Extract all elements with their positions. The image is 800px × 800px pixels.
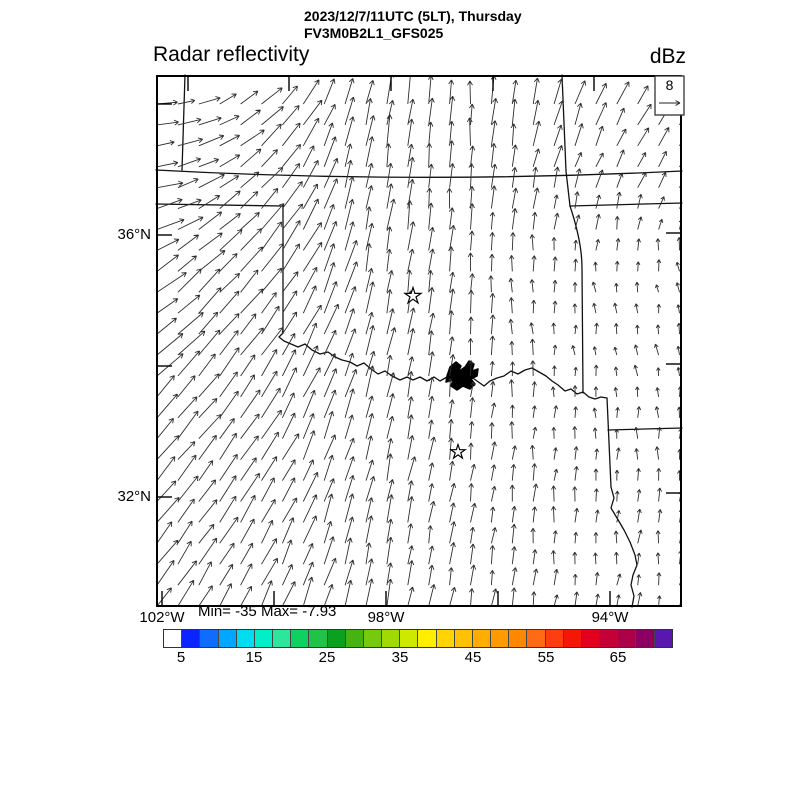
colorbar-cell (600, 630, 619, 647)
colorbar-cell (164, 630, 183, 647)
colorbar-cell (436, 630, 455, 647)
colorbar-cell (527, 630, 546, 647)
colorbar-tick-label: 65 (609, 649, 627, 666)
vector-reference-value: 8 (665, 77, 674, 93)
colorbar-cell (581, 630, 601, 647)
colorbar-tick-label: 15 (245, 649, 263, 666)
colorbar-tick-label: 45 (464, 649, 482, 666)
variable-label: Radar reflectivity (153, 43, 310, 66)
reference-arrow (659, 100, 681, 106)
title-datetime: 2023/12/7/11UTC (5LT), Thursday (304, 8, 522, 24)
star-marker (449, 442, 467, 460)
state-borders (155, 74, 683, 608)
lat-tick-label: 36°N (117, 226, 151, 243)
colorbar-tick-label: 5 (176, 649, 186, 666)
colorbar-cell (563, 630, 582, 647)
border-tx-la-river (610, 486, 638, 608)
colorbar-cell (472, 630, 492, 647)
border-mo-ar (569, 202, 683, 207)
colorbar-cell (400, 630, 419, 647)
border-ok-panhandle-south (155, 203, 284, 207)
colorbar-cell (382, 630, 401, 647)
colorbar-cell (418, 630, 437, 647)
colorbar-tick-label: 55 (537, 649, 555, 666)
wind-vector-field (157, 76, 681, 606)
lake-texoma-blob (445, 360, 479, 391)
border-tx-ar (606, 397, 612, 488)
border-ok-ar (569, 205, 584, 394)
colorbar-cell (363, 630, 383, 647)
colorbar-tick-label: 35 (391, 649, 409, 666)
colorbar-cell (491, 630, 510, 647)
units-label: dBz (649, 45, 686, 68)
lat-tick-label: 32°N (117, 488, 151, 505)
colorbar-cell (654, 630, 672, 647)
lon-tick-label: 102°W (139, 609, 185, 626)
colorbar-cell (200, 630, 219, 647)
colorbar-cell (509, 630, 528, 647)
colorbar-cell (236, 630, 255, 647)
axis-ticks (158, 77, 680, 605)
colorbar-cell (254, 630, 274, 647)
colorbar-tick-label: 25 (318, 649, 336, 666)
title-model: FV3M0B2L1_GFS025 (304, 25, 444, 41)
lon-tick-label: 94°W (591, 609, 629, 626)
border-102W-co-ks (181, 74, 186, 171)
colorbar-cell (618, 630, 637, 647)
colorbar (163, 629, 673, 648)
map-frame (156, 75, 682, 607)
border-ks-mo (561, 74, 571, 207)
minmax-stats: Min= -35 Max= -7.93 (198, 603, 337, 620)
red-river (278, 332, 608, 400)
colorbar-cell (309, 630, 328, 647)
colorbar-cell (273, 630, 292, 647)
colorbar-cell (345, 630, 364, 647)
colorbar-cell (182, 630, 201, 647)
vector-reference-box (654, 75, 685, 116)
colorbar-cell (218, 630, 237, 647)
colorbar-cell (545, 630, 564, 647)
colorbar-cell (454, 630, 473, 647)
colorbar-cell (291, 630, 310, 647)
colorbar-cell (636, 630, 655, 647)
border-37N (155, 169, 683, 178)
reference-box-frame (654, 75, 685, 116)
lon-tick-label: 98°W (367, 609, 405, 626)
star-marker (403, 285, 423, 305)
border-ar-la (607, 427, 683, 431)
colorbar-cell (327, 630, 346, 647)
city-star-markers (403, 285, 467, 460)
